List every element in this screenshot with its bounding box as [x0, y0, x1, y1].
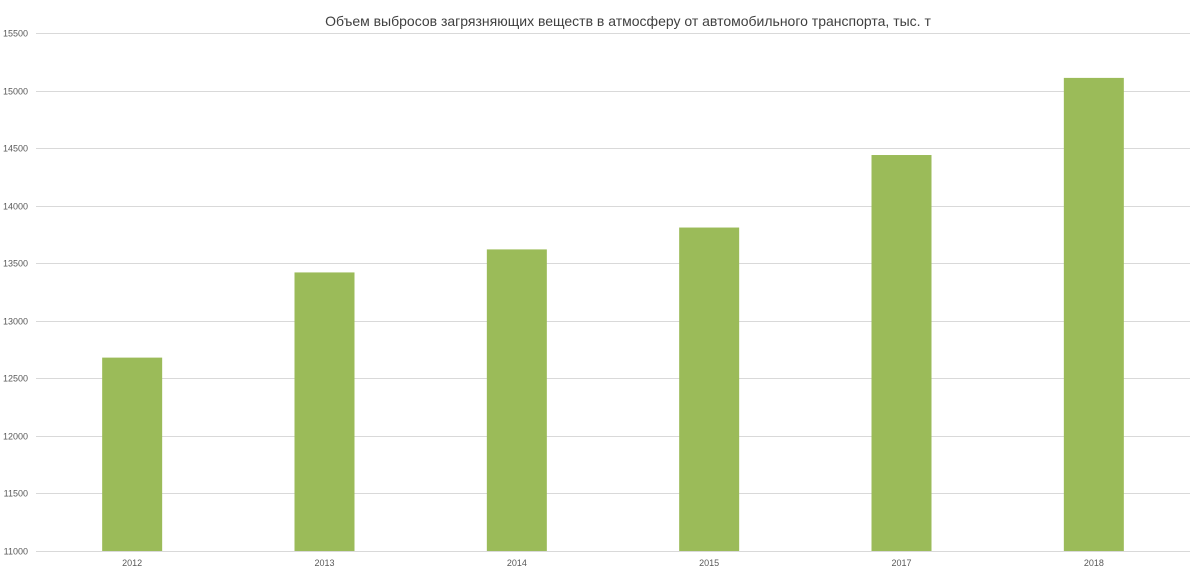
x-tick-label: 2015	[699, 558, 719, 568]
chart-title: Объем выбросов загрязняющих веществ в ат…	[325, 13, 931, 29]
bars	[102, 77, 1124, 552]
y-tick-label: 15000	[3, 87, 28, 97]
bar-2014	[486, 249, 547, 552]
y-tick-label: 14000	[3, 202, 28, 212]
bar-2015	[679, 227, 740, 551]
y-tick-label: 11500	[4, 489, 28, 499]
y-axis-tick-labels: 11000 11500 12000 12500 13000 13500 14000 14500…	[3, 29, 28, 557]
bar-2013	[294, 272, 355, 551]
bar-2017	[871, 155, 932, 552]
gridlines	[36, 33, 1190, 552]
x-tick-label: 2013	[314, 558, 334, 568]
bar-2018	[1063, 77, 1124, 551]
x-tick-label: 2018	[1084, 558, 1104, 568]
y-tick-label: 13500	[3, 259, 28, 269]
y-tick-label: 12500	[3, 374, 28, 384]
bar-2012	[102, 357, 163, 551]
x-tick-label: 2014	[507, 558, 527, 568]
y-tick-label: 15500	[3, 29, 28, 39]
x-tick-label: 2012	[122, 558, 142, 568]
x-tick-label: 2017	[891, 558, 911, 568]
y-tick-label: 12000	[3, 432, 28, 442]
y-tick-label: 11000	[4, 547, 28, 557]
y-tick-label: 13000	[3, 317, 28, 327]
y-tick-label: 14500	[3, 144, 28, 154]
x-axis-tick-labels: 2012 2013 2014 2015 2017 2018	[122, 558, 1104, 568]
